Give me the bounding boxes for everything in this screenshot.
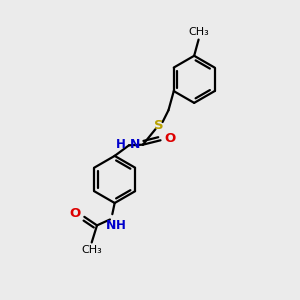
Text: O: O [69, 207, 80, 220]
Text: N: N [106, 219, 116, 232]
Text: H: H [116, 219, 125, 232]
Text: H: H [116, 138, 126, 151]
Text: S: S [154, 119, 164, 132]
Text: O: O [165, 132, 176, 145]
Text: N: N [130, 138, 141, 151]
Text: CH₃: CH₃ [81, 245, 102, 255]
Text: CH₃: CH₃ [188, 27, 209, 37]
